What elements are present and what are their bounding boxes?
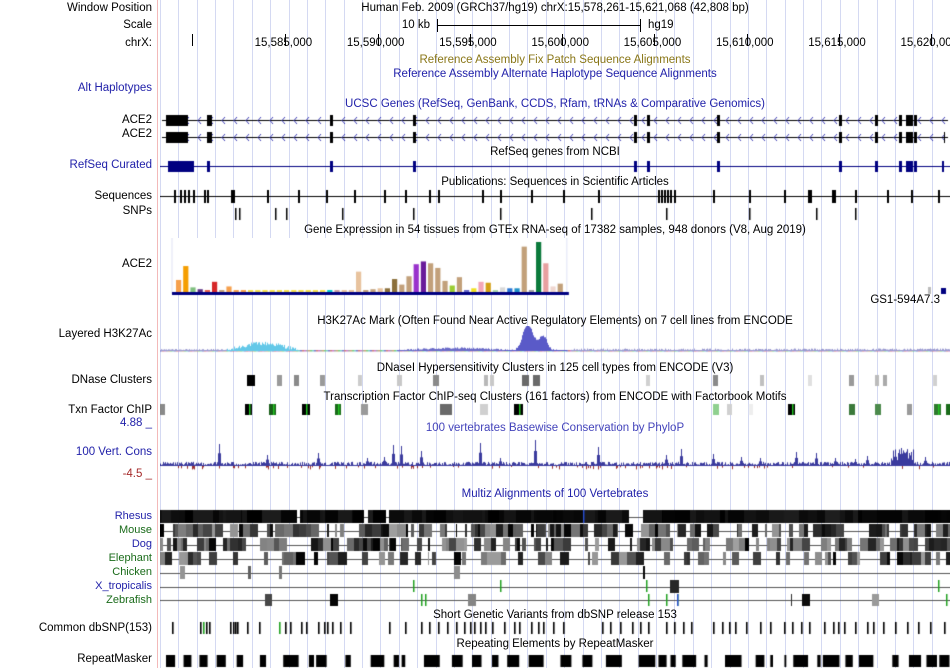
scale-assembly-label: hg19	[648, 19, 674, 31]
track-title-gtex: Gene Expression in 54 tissues from GTEx …	[304, 224, 806, 236]
ruler-tick	[839, 34, 840, 46]
row-label-repeatmasker: RepeatMasker	[77, 653, 152, 665]
gtex-expression-chart[interactable]	[160, 238, 950, 310]
row-label-common-dbsnp: Common dbSNP(153)	[38, 622, 152, 634]
row-label-window-position: Window Position	[66, 2, 152, 14]
conservation-min-label: -4.5 _	[122, 468, 152, 480]
refseq-curated-track[interactable]	[160, 158, 950, 174]
row-label-gene-ucsc-2: ACE2	[121, 128, 152, 140]
ruler-tick-label: 15,620,000	[900, 37, 950, 49]
row-label-gtex-gene: ACE2	[121, 258, 152, 270]
row-label-scale: Scale	[123, 19, 152, 31]
ruler-tick	[654, 34, 656, 46]
species-label-elephant: Elephant	[108, 552, 152, 564]
repeatmasker-track[interactable]	[160, 652, 950, 670]
row-label-txn-factor-chip: Txn Factor ChIP	[68, 404, 152, 416]
ruler-tick-label: 15,605,000	[623, 37, 682, 49]
track-title-multiz: Multiz Alignments of 100 Vertebrates	[461, 488, 649, 500]
ruler-tick	[285, 34, 287, 46]
track-title-h3k27ac: H3K27Ac Mark (Often Found Near Active Re…	[317, 315, 793, 327]
center-marker-line	[157, 0, 158, 668]
ruler-tick-label: 15,600,000	[531, 37, 589, 49]
species-label-rhesus: Rhesus	[114, 510, 152, 522]
ruler-tick-label: 15,610,000	[715, 37, 774, 49]
track-title-ucsc-genes: UCSC Genes (RefSeq, GenBank, CCDS, Rfam,…	[345, 98, 765, 110]
track-title-refseq-ncbi: RefSeq genes from NCBI	[490, 146, 620, 158]
row-label-snps: SNPs	[122, 205, 152, 217]
scale-bar	[437, 25, 640, 26]
ruler-tick	[377, 34, 379, 46]
ruler-tick-label: 15,585,000	[254, 37, 313, 49]
ruler-tick-label: 15,590,000	[346, 37, 405, 49]
track-title-repeatmasker: Repeating Elements by RepeatMasker	[456, 638, 654, 650]
track-title-publications: Publications: Sequences in Scientific Ar…	[441, 176, 669, 188]
conservation-max-label: 4.88 _	[120, 417, 152, 429]
species-label-chicken: Chicken	[112, 566, 152, 578]
ruler-tick	[746, 34, 748, 46]
row-label-refseq-curated: RefSeq Curated	[69, 159, 152, 171]
multiz-alignments-track[interactable]	[160, 502, 950, 607]
ruler-tick	[931, 34, 933, 46]
row-label-sequences: Sequences	[94, 190, 152, 202]
track-title-dnase: DNaseI Hypersensitivity Clusters in 125 …	[376, 362, 734, 374]
scale-length-label: 10 kb	[401, 19, 430, 31]
h3k27ac-signal-track[interactable]	[160, 326, 950, 358]
row-label-alt-haplotypes: Alt Haplotypes	[77, 82, 152, 94]
species-label-zebrafish: Zebrafish	[106, 594, 152, 606]
track-title-dbsnp: Short Genetic Variants from dbSNP releas…	[433, 609, 677, 621]
phylop-conservation-track[interactable]	[160, 436, 950, 484]
row-label-layered-h3k27ac: Layered H3K27Ac	[58, 328, 152, 340]
publications-track[interactable]	[160, 188, 950, 224]
gtex-secondary-gene-label: GS1-594A7.3	[870, 294, 940, 306]
assembly-position-title: Human Feb. 2009 (GRCh37/hg19) chrX:15,57…	[361, 2, 749, 14]
ruler-tick	[562, 34, 564, 46]
track-title-alt-haplotype: Reference Assembly Alternate Haplotype S…	[393, 68, 717, 80]
track-title-tfchip: Transcription Factor ChIP-seq Clusters (…	[323, 391, 787, 403]
species-label-x_tropicalis: X_tropicalis	[95, 580, 152, 592]
species-label-mouse: Mouse	[118, 524, 152, 536]
species-label-dog: Dog	[131, 538, 152, 550]
row-label-chrom: chrX:	[125, 37, 152, 49]
common-dbsnp-track[interactable]	[160, 621, 950, 635]
ruler-tick-label: 15,615,000	[808, 37, 866, 49]
ruler-tick	[192, 34, 194, 46]
track-title-fix-patch: Reference Assembly Fix Patch Sequence Al…	[419, 54, 691, 66]
row-label-100-vert-cons: 100 Vert. Cons	[75, 446, 152, 458]
ucsc-genes-track[interactable]	[160, 110, 950, 150]
dnase-clusters-track[interactable]	[160, 374, 950, 388]
row-label-dnase-clusters: DNase Clusters	[71, 374, 152, 386]
scale-bar-left-cap	[437, 19, 438, 32]
txn-factor-chip-track[interactable]	[160, 403, 950, 417]
row-label-gene-ucsc-1: ACE2	[121, 114, 152, 126]
ruler-tick-label: 15,595,000	[439, 37, 497, 49]
scale-bar-right-cap	[640, 19, 641, 32]
track-title-phylop: 100 vertebrates Basewise Conservation by…	[425, 422, 685, 434]
ruler-tick	[469, 34, 471, 46]
